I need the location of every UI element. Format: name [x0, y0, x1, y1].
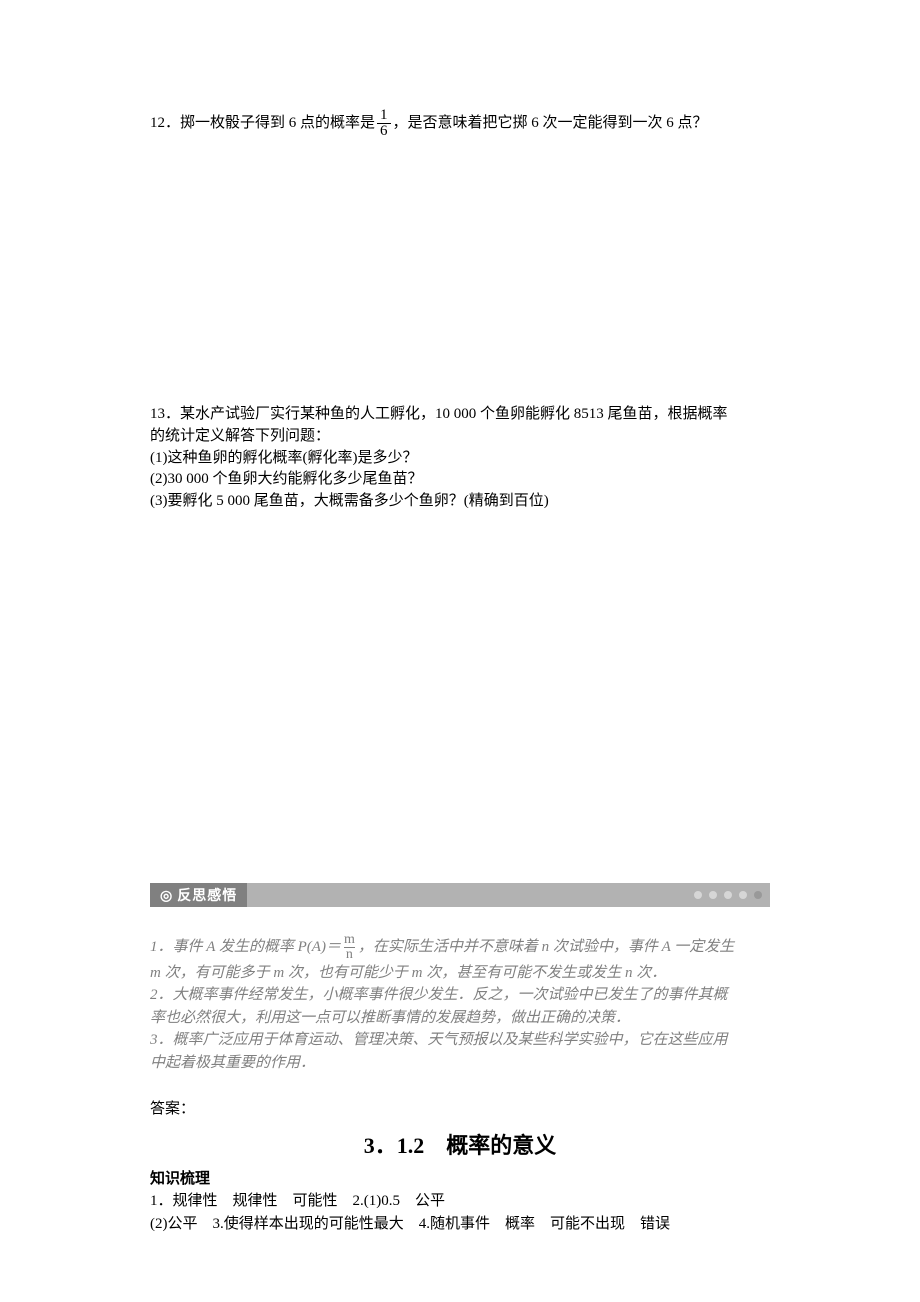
- answer-lines: 1．规律性 规律性 可能性 2.(1)0.5 公平 (2)公平 3.使得样本出现…: [150, 1190, 770, 1235]
- dot-icon: [739, 891, 747, 899]
- fraction-numerator: 1: [377, 108, 391, 123]
- dot-icon: [754, 891, 762, 899]
- banner-label: ◎ 反思感悟: [150, 883, 247, 907]
- reflection-banner: ◎ 反思感悟: [150, 883, 770, 907]
- knowledge-subhead: 知识梳理: [150, 1168, 770, 1191]
- note-2-line1: 2．大概率事件经常发生，小概率事件很少发生．反之，一次试验中已发生了的事件其概: [150, 984, 770, 1007]
- dot-icon: [709, 891, 717, 899]
- question-13: 13．某水产试验厂实行某种鱼的人工孵化，10 000 个鱼卵能孵化 8513 尾…: [150, 404, 770, 513]
- q12-suffix: ，是否意味着把它掷 6 次一定能得到一次 6 点？: [393, 112, 708, 135]
- fraction-numerator: m: [342, 933, 357, 947]
- answer-line-2: (2)公平 3.使得样本出现的可能性最大 4.随机事件 概率 可能不出现 错误: [150, 1213, 770, 1236]
- note-1-b: ，在实际生活中并不意味着 n 次试验中，事件 A 一定发生: [358, 939, 734, 955]
- q13-item-2: (2)30 000 个鱼卵大约能孵化多少尾鱼苗？: [150, 469, 770, 491]
- dot-icon: [694, 891, 702, 899]
- reflection-notes: 1．事件 A 发生的概率 P(A)＝mn，在实际生活中并不意味着 n 次试验中，…: [150, 933, 770, 1075]
- note-1-a: 1．事件 A 发生的概率 P(A)＝: [150, 939, 341, 955]
- banner-dots: [694, 891, 762, 899]
- note-2-line2: 率也必然很大，利用这一点可以推断事情的发展趋势，做出正确的决策．: [150, 1007, 770, 1030]
- dot-icon: [724, 891, 732, 899]
- banner-label-text: 反思感悟: [177, 883, 237, 907]
- fraction-one-sixth: 1 6: [377, 108, 391, 139]
- question-12-text: 12．掷一枚骰子得到 6 点的概率是 1 6 ，是否意味着把它掷 6 次一定能得…: [150, 108, 770, 139]
- q12-prefix: 12．掷一枚骰子得到 6 点的概率是: [150, 112, 375, 135]
- q13-item-1: (1)这种鱼卵的孵化概率(孵化率)是多少？: [150, 448, 770, 470]
- note-3-line2: 中起着极其重要的作用．: [150, 1052, 770, 1075]
- answer-line-1: 1．规律性 规律性 可能性 2.(1)0.5 公平: [150, 1190, 770, 1213]
- fraction-m-over-n: mn: [342, 933, 357, 962]
- diamond-icon: ◎: [160, 883, 173, 907]
- note-3-line1: 3．概率广泛应用于体育运动、管理决策、天气预报以及某些科学实验中，它在这些应用: [150, 1029, 770, 1052]
- q13-intro-line2: 的统计定义解答下列问题：: [150, 426, 770, 448]
- content-area: 12．掷一枚骰子得到 6 点的概率是 1 6 ，是否意味着把它掷 6 次一定能得…: [150, 108, 770, 1235]
- question-12: 12．掷一枚骰子得到 6 点的概率是 1 6 ，是否意味着把它掷 6 次一定能得…: [150, 108, 770, 139]
- q13-item-3: (3)要孵化 5 000 尾鱼苗，大概需备多少个鱼卵？(精确到百位): [150, 491, 770, 513]
- document-page: 12．掷一枚骰子得到 6 点的概率是 1 6 ，是否意味着把它掷 6 次一定能得…: [0, 0, 920, 1302]
- fraction-denominator: 6: [377, 123, 391, 139]
- note-1-line2: m 次，有可能多于 m 次，也有可能少于 m 次，甚至有可能不发生或发生 n 次…: [150, 962, 770, 985]
- fraction-denominator: n: [344, 947, 355, 962]
- q13-intro-line1: 13．某水产试验厂实行某种鱼的人工孵化，10 000 个鱼卵能孵化 8513 尾…: [150, 404, 770, 426]
- section-title: 3．1.2 概率的意义: [150, 1129, 770, 1162]
- answers-label: 答案：: [150, 1098, 770, 1121]
- note-1-line1: 1．事件 A 发生的概率 P(A)＝mn，在实际生活中并不意味着 n 次试验中，…: [150, 933, 770, 962]
